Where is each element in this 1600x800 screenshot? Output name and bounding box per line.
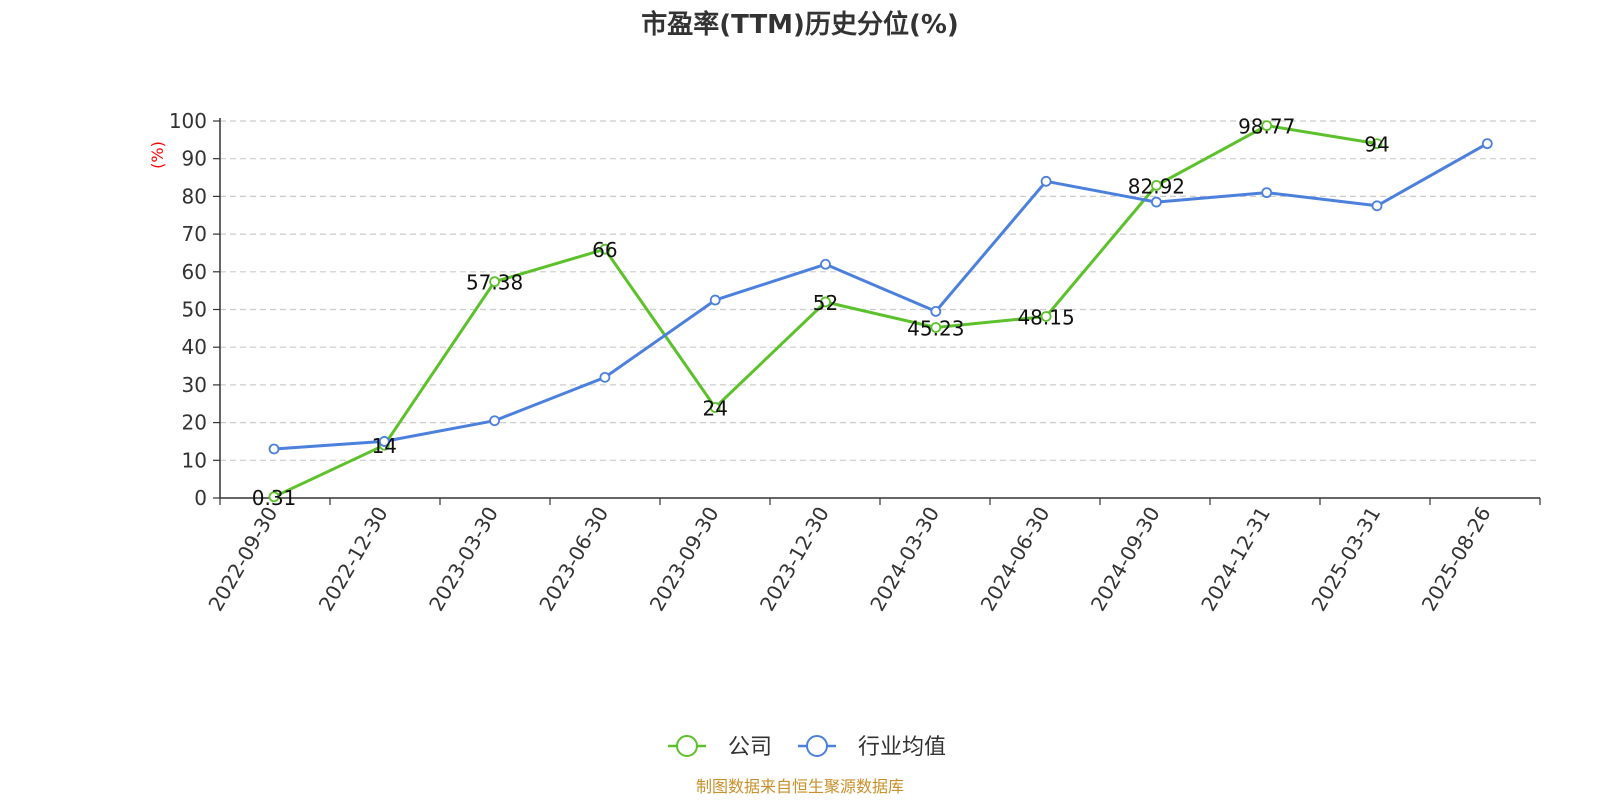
axes: 0 10 20 30 40 50 60 70 80 90 100(%) 2022-09-30 2022-… bbox=[148, 109, 1541, 616]
y-tick-label: 90 bbox=[182, 147, 207, 171]
data-label: 57.38 bbox=[466, 271, 523, 295]
data-label: 24 bbox=[702, 397, 727, 421]
data-label: 45.23 bbox=[907, 316, 964, 340]
legend[interactable]: 公司 行业均值 bbox=[668, 735, 946, 760]
legend-label: 公司 bbox=[728, 735, 772, 760]
data-label: 48.15 bbox=[1017, 305, 1074, 329]
y-tick-label: 50 bbox=[182, 298, 207, 322]
series-point-0 bbox=[1261, 120, 1273, 132]
series-point-1 bbox=[1040, 175, 1052, 187]
data-label: 94 bbox=[1364, 133, 1389, 157]
series-point-1 bbox=[820, 258, 831, 270]
series-point-0 bbox=[268, 491, 280, 503]
series-point-1 bbox=[709, 294, 721, 306]
x-tick-label: 2023-06-30 bbox=[534, 503, 613, 616]
series-point-1 bbox=[1151, 196, 1162, 208]
series-point-1 bbox=[599, 371, 611, 383]
series-point-0 bbox=[1040, 311, 1052, 322]
x-tick-label: 2024-12-31 bbox=[1196, 503, 1275, 616]
x-tick-label: 2024-03-30 bbox=[865, 503, 944, 616]
series-line-1 bbox=[273, 142, 1489, 451]
data-labels: 0.31 14 57.38 66 24 52 45.23 48.15 82.92 98.77 94 bbox=[252, 115, 1390, 510]
x-tick-label: 2023-12-30 bbox=[755, 503, 834, 616]
legend-item-0[interactable]: 公司 bbox=[668, 735, 772, 760]
series-point-1 bbox=[1481, 138, 1493, 150]
y-tick-label: 40 bbox=[182, 335, 207, 359]
x-tick-label: 2025-03-31 bbox=[1306, 503, 1385, 616]
y-tick-label: 60 bbox=[182, 260, 207, 284]
series-point-0 bbox=[930, 322, 942, 333]
data-source-note: 制图数据来自恒生聚源数据库 bbox=[696, 777, 904, 796]
series-point-1 bbox=[1261, 187, 1273, 199]
y-tick-label: 80 bbox=[182, 184, 207, 208]
legend-circle-icon bbox=[806, 735, 828, 757]
x-tick-label: 2022-12-30 bbox=[314, 503, 393, 616]
y-tick-label: 70 bbox=[182, 222, 207, 246]
y-axis-label: (%) bbox=[148, 141, 167, 169]
x-tick-label: 2022-09-30 bbox=[203, 503, 282, 616]
data-label: 98.77 bbox=[1238, 115, 1295, 139]
y-tick-label: 100 bbox=[169, 109, 207, 133]
x-tick-label: 2023-09-30 bbox=[645, 503, 724, 616]
grid-lines bbox=[220, 120, 1540, 461]
series-point-0 bbox=[599, 243, 611, 255]
series-point-1 bbox=[268, 443, 280, 455]
series-point-1 bbox=[930, 305, 942, 317]
series-lines bbox=[268, 120, 1493, 503]
y-tick-label: 10 bbox=[182, 448, 207, 472]
legend-circle-icon bbox=[676, 735, 698, 757]
series-point-0 bbox=[1151, 179, 1162, 191]
x-tick-label: 2024-09-30 bbox=[1086, 503, 1165, 616]
x-tick-label: 2023-03-30 bbox=[424, 503, 503, 616]
data-label: 52 bbox=[813, 291, 838, 315]
y-tick-label: 0 bbox=[194, 486, 207, 510]
legend-label: 行业均值 bbox=[858, 735, 946, 760]
series-point-0 bbox=[489, 276, 501, 288]
y-tick-label: 20 bbox=[182, 411, 207, 435]
series-point-0 bbox=[1371, 138, 1383, 150]
x-tick-label: 2025-08-26 bbox=[1417, 503, 1496, 616]
data-label: 82.92 bbox=[1128, 174, 1185, 198]
x-tick-label: 2024-06-30 bbox=[976, 503, 1055, 616]
data-label: 0.31 bbox=[252, 486, 297, 510]
series-point-1 bbox=[489, 415, 501, 427]
series-point-1 bbox=[378, 436, 390, 447]
y-tick-label: 30 bbox=[182, 373, 207, 397]
data-label: 14 bbox=[372, 434, 397, 458]
series-point-0 bbox=[709, 402, 721, 413]
series-point-1 bbox=[1371, 200, 1383, 212]
chart-title: 市盈率(TTM)历史分位(%) bbox=[641, 9, 959, 40]
legend-item-1[interactable]: 行业均值 bbox=[798, 735, 946, 760]
series-point-0 bbox=[820, 296, 831, 308]
data-label: 66 bbox=[592, 238, 617, 262]
